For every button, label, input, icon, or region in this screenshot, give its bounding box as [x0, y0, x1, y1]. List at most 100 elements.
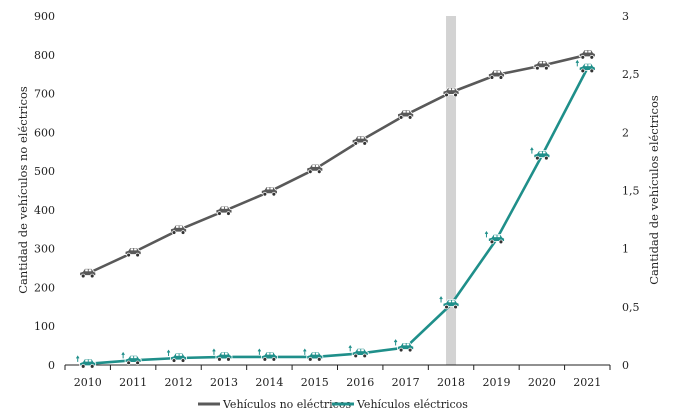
legend-item-electric: Vehículos eléctricos: [332, 398, 468, 411]
car-wheel: [407, 347, 413, 353]
car-window: [134, 356, 137, 359]
x-tick-label: 2018: [437, 376, 465, 389]
x-tick-label: 2020: [528, 376, 556, 389]
x-tick-label: 2011: [119, 376, 147, 389]
charging-plug-icon: [303, 348, 307, 355]
y-right-tick-label: 2: [622, 126, 629, 139]
electric-car-icon: [121, 351, 142, 366]
car-window: [403, 343, 406, 346]
y-right-tick-label: 0,5: [622, 301, 640, 314]
legend-label-electric: Vehículos eléctricos: [356, 398, 468, 411]
car-wheel: [171, 230, 177, 235]
car-window: [266, 352, 270, 355]
car-wheel: [353, 353, 358, 359]
charging-plug-icon: [484, 230, 489, 238]
charging-plug-icon: [75, 355, 80, 362]
car-wheel: [498, 239, 504, 245]
x-tick-label: 2017: [392, 376, 420, 389]
car-body: [351, 347, 369, 356]
electric-car-icon: [303, 348, 324, 362]
x-tick-label: 2010: [74, 376, 102, 389]
highlight-band: [446, 16, 457, 365]
car-window: [539, 151, 542, 154]
car-wheel: [262, 191, 268, 197]
series-line-0: [86, 53, 589, 275]
charging-plug-icon: [393, 339, 398, 346]
x-tick-label: 2016: [346, 376, 374, 389]
electric-car-icon: [530, 147, 551, 161]
car-icon: [215, 205, 233, 216]
car-window: [88, 359, 92, 362]
y-right-tick-label: 1: [622, 243, 629, 256]
car-window: [493, 235, 497, 238]
charging-plug-icon: [121, 351, 125, 359]
car-wheel: [308, 169, 313, 174]
car-icon: [124, 247, 142, 258]
car-body: [488, 69, 505, 78]
car-wheel: [262, 357, 268, 362]
car-window: [179, 353, 183, 356]
tick-labels: 2010 2011 2012 2013 2014 2015 2016 2017 2018 2019…: [34, 10, 640, 389]
charging-plug-icon: [257, 348, 262, 355]
y-right-tick-label: 3: [622, 10, 629, 23]
y-left-tick-label: 400: [34, 204, 55, 217]
car-wheel: [498, 75, 504, 80]
car-wheel: [89, 273, 95, 279]
car-window: [179, 225, 183, 228]
car-window: [584, 64, 588, 67]
car-body: [260, 351, 278, 360]
car-body: [215, 205, 233, 214]
y-left-tick-label: 900: [34, 10, 55, 23]
car-wheel: [453, 304, 458, 310]
car-wheel: [444, 92, 449, 98]
car-wheel: [180, 230, 186, 235]
car-body: [124, 247, 142, 255]
car-wheel: [489, 75, 495, 80]
car-wheel: [317, 169, 322, 174]
car-body: [442, 299, 460, 307]
car-wheel: [226, 357, 231, 362]
car-wheel: [535, 155, 540, 161]
car-wheel: [580, 55, 586, 60]
axes: [64, 364, 611, 370]
car-window: [224, 206, 228, 209]
series-lines: [86, 53, 589, 366]
x-tick-label: 2015: [301, 376, 329, 389]
car-body: [533, 60, 551, 69]
electric-car-icon: [439, 296, 460, 310]
y-right-axis-title: Cantidad de vehículos eléctricos: [647, 95, 661, 285]
car-window: [406, 343, 410, 346]
charging-plug-icon: [166, 349, 171, 357]
car-body: [442, 86, 460, 95]
x-tick-label: 2012: [165, 376, 193, 389]
x-tick-label: 2013: [210, 376, 238, 389]
car-body: [215, 351, 233, 360]
y-left-tick-label: 500: [34, 165, 55, 178]
y-left-tick-label: 200: [34, 281, 55, 294]
car-window: [130, 248, 134, 251]
car-wheel: [353, 141, 358, 146]
car-icon: [578, 49, 596, 60]
x-tick-label: 2021: [573, 376, 601, 389]
car-body: [578, 49, 596, 58]
car-body: [306, 163, 324, 172]
electric-car-icon: [257, 348, 278, 362]
car-window: [588, 50, 591, 53]
car-window: [588, 64, 591, 67]
car-icon: [488, 69, 505, 80]
y-left-tick-label: 600: [34, 126, 55, 139]
car-wheel: [444, 304, 449, 310]
car-icon: [79, 268, 97, 279]
y-left-tick-label: 100: [34, 320, 55, 333]
car-icon: [170, 224, 187, 235]
car-window: [176, 225, 179, 228]
car-wheel: [398, 347, 404, 353]
car-window: [312, 164, 315, 167]
y-left-tick-label: 700: [34, 88, 55, 101]
y-right-tick-label: 0: [622, 359, 629, 372]
car-icon: [351, 135, 369, 146]
car-wheel: [126, 360, 131, 366]
car-wheel: [271, 357, 277, 362]
legend-label-non-electric: Vehículos no eléctricos: [222, 398, 351, 411]
car-wheel: [271, 191, 277, 197]
